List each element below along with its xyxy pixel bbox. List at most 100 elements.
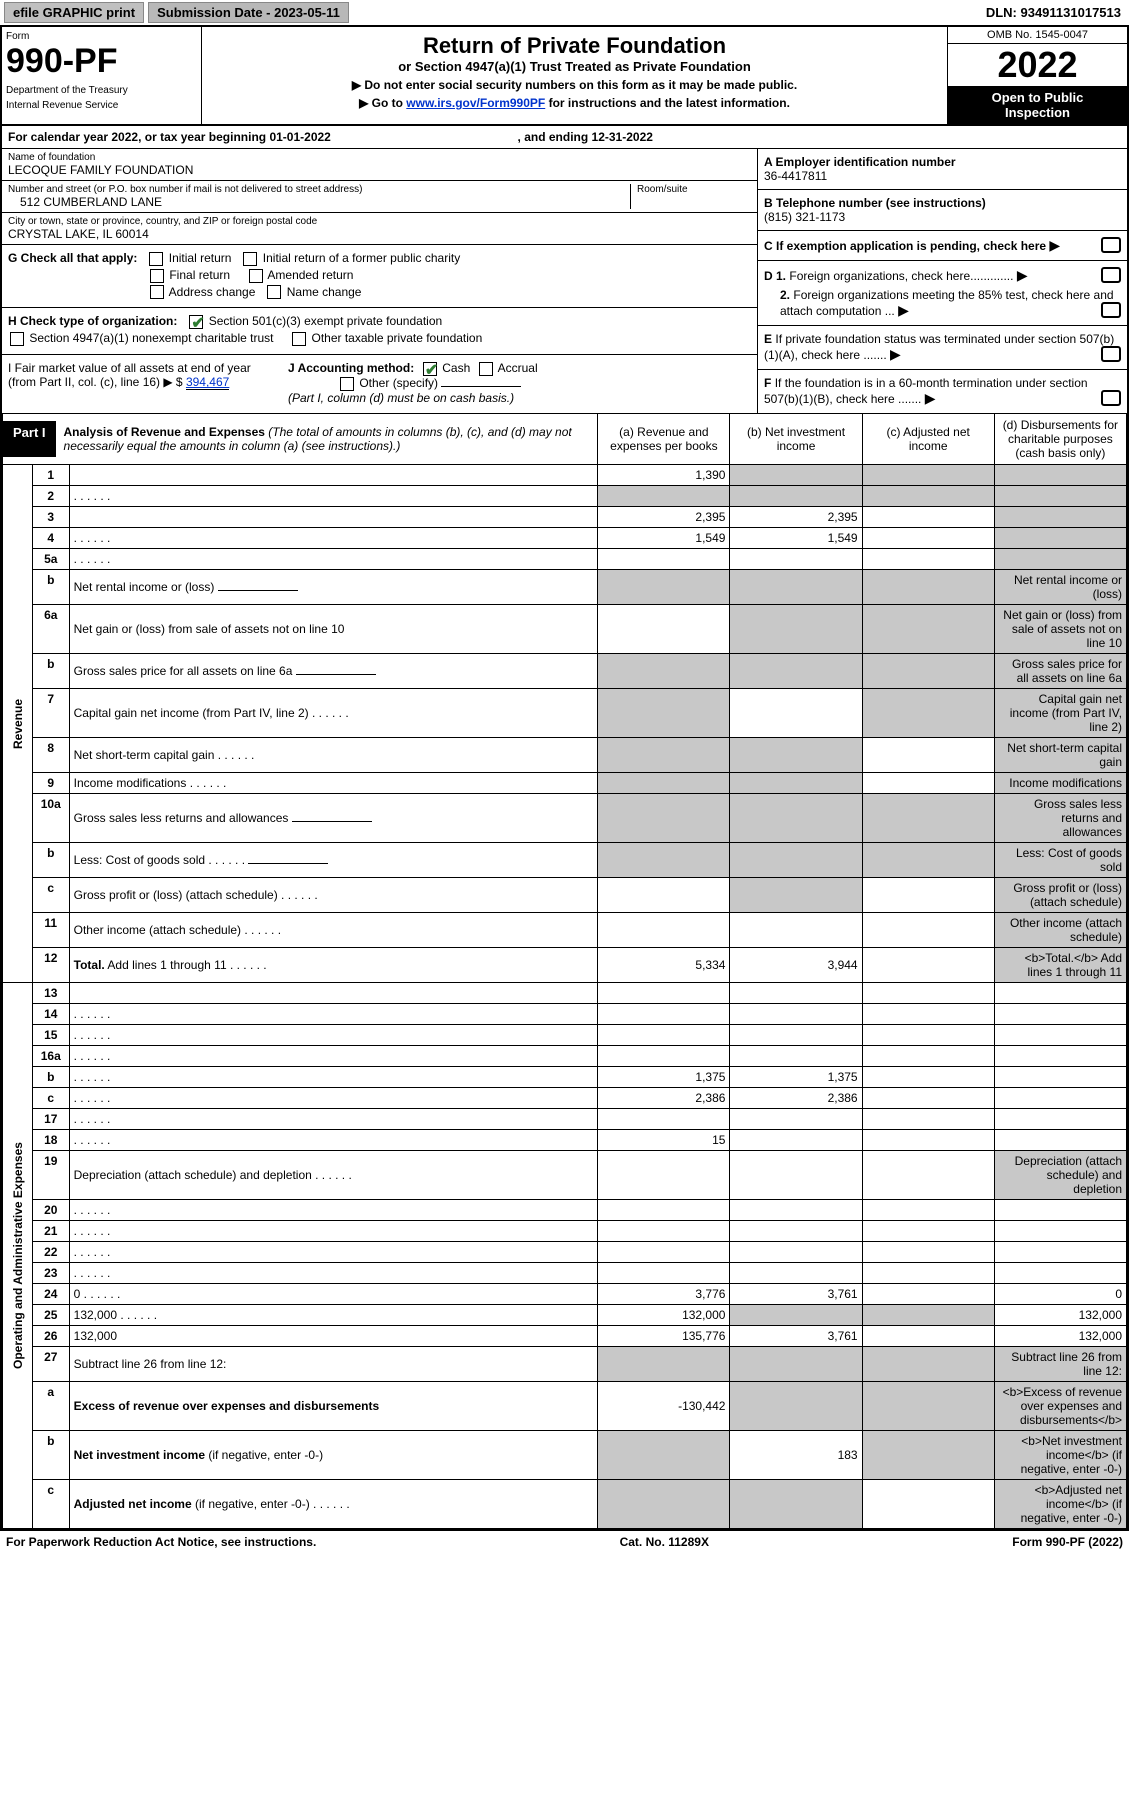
line-number: 13: [32, 983, 69, 1004]
irs-link[interactable]: www.irs.gov/Form990PF: [406, 96, 545, 110]
amount-cell-c: [862, 1200, 994, 1221]
i-j-row: I Fair market value of all assets at end…: [2, 355, 757, 411]
amount-cell-d: [994, 465, 1126, 486]
chk-4947a1[interactable]: [10, 332, 24, 346]
street-address: 512 CUMBERLAND LANE: [8, 195, 630, 209]
line-description: [69, 507, 598, 528]
amount-cell-d: Gross sales less returns and allowances: [994, 794, 1126, 843]
line-number: 7: [32, 689, 69, 738]
line-description: Income modifications . . . . . .: [69, 773, 598, 794]
line-number: b: [32, 570, 69, 605]
chk-terminated-a[interactable]: [1101, 346, 1121, 362]
amount-cell-b: [730, 465, 862, 486]
table-row: bLess: Cost of goods sold . . . . . . Le…: [3, 843, 1127, 878]
city-cell: City or town, state or province, country…: [2, 213, 757, 245]
amount-cell-a: [598, 913, 730, 948]
line-description: . . . . . .: [69, 486, 598, 507]
line-number: b: [32, 654, 69, 689]
table-row: 21 . . . . . .: [3, 1221, 1127, 1242]
chk-501c3[interactable]: [189, 315, 203, 329]
amount-cell-a: [598, 794, 730, 843]
chk-amended[interactable]: [249, 269, 263, 283]
chk-accrual[interactable]: [479, 362, 493, 376]
amount-cell-c: [862, 1046, 994, 1067]
efile-print-button[interactable]: efile GRAPHIC print: [4, 2, 144, 23]
form-header: Form 990-PF Department of the Treasury I…: [2, 27, 1127, 126]
amount-cell-d: [994, 1130, 1126, 1151]
line-number: c: [32, 878, 69, 913]
amount-cell-b: [730, 486, 862, 507]
amount-cell-a: 2,386: [598, 1088, 730, 1109]
amount-cell-a: [598, 1025, 730, 1046]
city-label: City or town, state or province, country…: [8, 216, 751, 227]
amount-cell-c: [862, 1025, 994, 1046]
chk-other-method[interactable]: [340, 377, 354, 391]
j-accrual: Accrual: [498, 361, 538, 375]
amount-cell-b: [730, 549, 862, 570]
line-number: b: [32, 1431, 69, 1480]
tel-label: B Telephone number (see instructions): [764, 196, 986, 210]
amount-cell-b: [730, 794, 862, 843]
chk-exemption-pending[interactable]: [1101, 237, 1121, 253]
amount-cell-b: [730, 1382, 862, 1431]
amount-cell-b: [730, 605, 862, 654]
chk-initial-return[interactable]: [149, 252, 163, 266]
tel-cell: B Telephone number (see instructions) (8…: [758, 190, 1127, 231]
amount-cell-b: [730, 570, 862, 605]
h-check-row: H Check type of organization: Section 50…: [2, 308, 757, 355]
line-number: 21: [32, 1221, 69, 1242]
line-description: Less: Cost of goods sold . . . . . .: [69, 843, 598, 878]
chk-address-change[interactable]: [150, 285, 164, 299]
chk-foreign-org[interactable]: [1101, 267, 1121, 283]
table-row: 2 . . . . . .: [3, 486, 1127, 507]
amount-cell-a: [598, 1480, 730, 1529]
chk-final-return[interactable]: [150, 269, 164, 283]
line-number: 25: [32, 1305, 69, 1326]
chk-name-change[interactable]: [267, 285, 281, 299]
table-row: 19Depreciation (attach schedule) and dep…: [3, 1151, 1127, 1200]
foundation-name-cell: Name of foundation LECOQUE FAMILY FOUNDA…: [2, 149, 757, 181]
line-description: Total. Add lines 1 through 11 . . . . . …: [69, 948, 598, 983]
amount-cell-d: [994, 507, 1126, 528]
amount-cell-c: [862, 913, 994, 948]
amount-cell-d: [994, 983, 1126, 1004]
part1-body: Revenue11,3902 . . . . . .32,3952,3954 .…: [3, 465, 1127, 1529]
line-number: 27: [32, 1347, 69, 1382]
chk-other-taxable[interactable]: [292, 332, 306, 346]
amount-cell-a: [598, 878, 730, 913]
form-title: Return of Private Foundation: [208, 33, 941, 59]
ein-cell: A Employer identification number 36-4417…: [758, 149, 1127, 190]
amount-cell-b: [730, 913, 862, 948]
amount-cell-b: 183: [730, 1431, 862, 1480]
line-description: . . . . . .: [69, 1242, 598, 1263]
amount-cell-a: [598, 1347, 730, 1382]
chk-terminated-b[interactable]: [1101, 390, 1121, 406]
amount-cell-d: Net rental income or (loss): [994, 570, 1126, 605]
amount-cell-b: 3,761: [730, 1326, 862, 1347]
amount-cell-a: [598, 1046, 730, 1067]
table-row: bNet rental income or (loss) Net rental …: [3, 570, 1127, 605]
line-description: 0 . . . . . .: [69, 1284, 598, 1305]
line-description: . . . . . .: [69, 1088, 598, 1109]
amount-cell-d: <b>Total.</b> Add lines 1 through 11: [994, 948, 1126, 983]
line-description: Net gain or (loss) from sale of assets n…: [69, 605, 598, 654]
amount-cell-c: [862, 1284, 994, 1305]
amount-cell-c: [862, 1263, 994, 1284]
table-row: 240 . . . . . .3,7763,7610: [3, 1284, 1127, 1305]
col-d-header: (d) Disbursements for charitable purpose…: [994, 414, 1126, 465]
amount-cell-d: Gross profit or (loss) (attach schedule): [994, 878, 1126, 913]
line-description: . . . . . .: [69, 1200, 598, 1221]
chk-cash[interactable]: [423, 362, 437, 376]
table-row: c . . . . . .2,3862,386: [3, 1088, 1127, 1109]
line-number: 14: [32, 1004, 69, 1025]
part1-table: Part I Analysis of Revenue and Expenses …: [2, 413, 1127, 1529]
line-description: Gross sales less returns and allowances: [69, 794, 598, 843]
line-number: 20: [32, 1200, 69, 1221]
chk-initial-former[interactable]: [243, 252, 257, 266]
amount-cell-a: [598, 486, 730, 507]
fmv-link[interactable]: 394,467: [186, 375, 229, 390]
header-left: Form 990-PF Department of the Treasury I…: [2, 27, 202, 124]
line-description: . . . . . .: [69, 1025, 598, 1046]
table-row: 32,3952,395: [3, 507, 1127, 528]
chk-85pct[interactable]: [1101, 302, 1121, 318]
